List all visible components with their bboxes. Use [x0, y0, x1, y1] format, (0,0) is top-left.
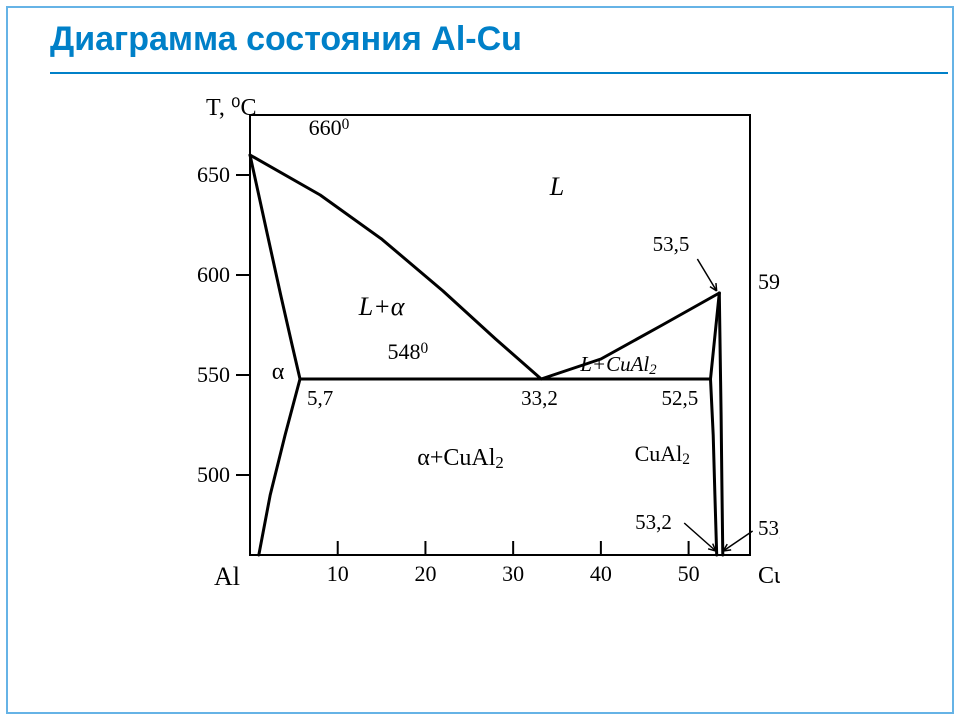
slide-title: Диаграмма состояния Al-Cu	[50, 20, 522, 59]
y-tick-label: 500	[197, 462, 230, 487]
phase-diagram-chart: 500 550 600 650 T, ⁰C 10 20 30 40 50 Al Cu,% L L+α α α+…	[180, 95, 780, 635]
x-axis-label-right: Cu,%	[758, 563, 780, 589]
slide: Диаграмма состояния Al-Cu 500 550 600 650 T,…	[0, 0, 960, 720]
x-tick-label: 30	[502, 561, 524, 586]
value-label: 53,9	[758, 516, 780, 540]
region-label: CuAl2	[635, 441, 690, 468]
value-label: 33,2	[521, 386, 558, 410]
plot-frame	[250, 115, 750, 555]
curve-alpha_solvus	[259, 379, 300, 555]
pointer-line	[697, 259, 716, 291]
x-tick-label: 40	[590, 561, 612, 586]
y-tick-label: 650	[197, 162, 230, 187]
y-tick-label: 550	[197, 362, 230, 387]
value-label: 52,5	[661, 386, 698, 410]
value-label: 5,7	[307, 386, 333, 410]
region-label: L+CuAl2	[579, 352, 657, 378]
region-label: α+CuAl2	[417, 445, 504, 472]
curve-theta_right	[719, 293, 723, 555]
x-axis-label-left: Al	[214, 562, 240, 591]
title-rule	[50, 72, 948, 74]
value-label: 53,2	[635, 510, 672, 534]
value-label: 53,5	[653, 232, 690, 256]
curve-theta_left	[711, 379, 717, 555]
region-label: α	[272, 359, 285, 385]
region-label: L+α	[358, 292, 406, 321]
value-label: 6600	[309, 115, 350, 140]
value-label: 5910	[758, 269, 780, 294]
chart-svg: 500 550 600 650 T, ⁰C 10 20 30 40 50 Al Cu,% L L+α α α+…	[180, 95, 780, 635]
x-tick-label: 50	[678, 561, 700, 586]
value-label: 5480	[388, 339, 429, 364]
x-tick-label: 10	[327, 561, 349, 586]
y-axis-label: T, ⁰C	[206, 95, 257, 121]
curve-theta_top	[711, 293, 720, 379]
curve-alpha_solidus	[250, 155, 300, 379]
y-tick-label: 600	[197, 262, 230, 287]
x-tick-label: 20	[414, 561, 436, 586]
region-label: L	[549, 172, 564, 201]
pointer-line	[723, 531, 752, 551]
